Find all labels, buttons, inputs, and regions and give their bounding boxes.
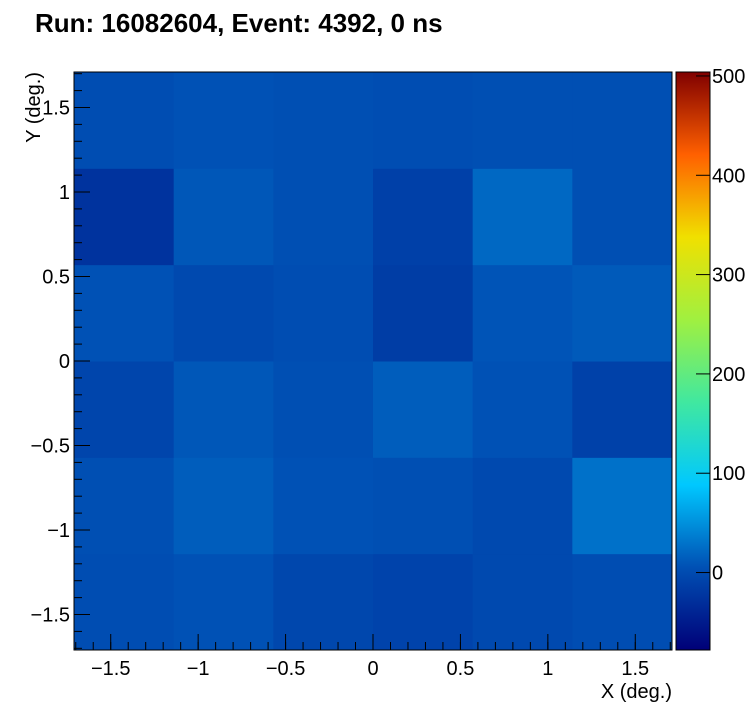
heatmap-cell xyxy=(74,264,175,362)
heatmap-cell xyxy=(572,457,673,555)
y-tick-label: −0.5 xyxy=(31,436,70,458)
x-tick-label: −0.5 xyxy=(266,658,305,680)
y-tick-label: −1 xyxy=(47,520,70,542)
heatmap-cell xyxy=(273,361,374,458)
y-tick-label: 1 xyxy=(59,182,70,204)
heatmap-cell xyxy=(472,168,573,266)
heatmap-cell xyxy=(572,72,673,169)
heatmap-cell xyxy=(472,264,573,362)
heatmap-cell xyxy=(273,457,374,555)
x-tick-label: 0.5 xyxy=(447,658,475,680)
x-tick-label: 1 xyxy=(542,658,553,680)
heatmap-cell xyxy=(472,72,573,169)
colorbar-tick-label: 200 xyxy=(712,364,745,386)
heatmap-cell xyxy=(572,361,673,458)
colorbar-tick-label: 100 xyxy=(712,463,745,485)
heatmap-cell xyxy=(273,553,374,651)
heatmap-cell xyxy=(74,553,175,651)
heatmap-cell xyxy=(273,72,374,169)
y-tick-label: 0 xyxy=(59,351,70,373)
colorbar-tick-label: 0 xyxy=(712,563,723,585)
heatmap-cell xyxy=(373,264,474,362)
colorbar-tick-label: 400 xyxy=(712,165,745,187)
heatmap-cell xyxy=(373,72,474,169)
chart-title: Run: 16082604, Event: 4392, 0 ns xyxy=(35,8,443,38)
heatmap-cell xyxy=(273,264,374,362)
x-tick-label: −1.5 xyxy=(91,658,130,680)
colorbar-tick-label: 300 xyxy=(712,265,745,287)
heatmap-cell xyxy=(373,168,474,266)
heatmap-cell xyxy=(173,168,274,266)
heatmap-cell xyxy=(74,457,175,555)
y-axis-title: Y (deg.) xyxy=(23,72,45,143)
heatmap-cell xyxy=(373,553,474,651)
heatmap-cell xyxy=(572,168,673,266)
heatmap-cell xyxy=(572,553,673,651)
heatmap-cell xyxy=(74,361,175,458)
x-axis-title: X (deg.) xyxy=(601,681,672,703)
heatmap-cell xyxy=(273,168,374,266)
y-tick-label: 1.5 xyxy=(42,97,70,119)
x-tick-label: 0 xyxy=(367,658,378,680)
heatmap-cell xyxy=(173,553,274,651)
heatmap-cell xyxy=(173,264,274,362)
heatmap-cell xyxy=(74,168,175,266)
heatmap-cell xyxy=(74,72,175,169)
heatmap-cell xyxy=(373,361,474,458)
y-tick-label: 0.5 xyxy=(42,266,70,288)
heatmap-cell xyxy=(572,264,673,362)
heatmap-cell xyxy=(373,457,474,555)
heatmap-cell xyxy=(472,457,573,555)
y-tick-label: −1.5 xyxy=(31,605,70,627)
colorbar xyxy=(675,71,711,651)
heatmap-cell xyxy=(173,361,274,458)
heatmap-cell xyxy=(173,72,274,169)
x-tick-label: −1 xyxy=(187,658,210,680)
x-tick-label: 1.5 xyxy=(621,658,649,680)
heatmap-cell xyxy=(472,553,573,651)
colorbar-tick-label: 500 xyxy=(712,66,745,88)
heatmap-cell xyxy=(472,361,573,458)
heatmap-cell xyxy=(173,457,274,555)
